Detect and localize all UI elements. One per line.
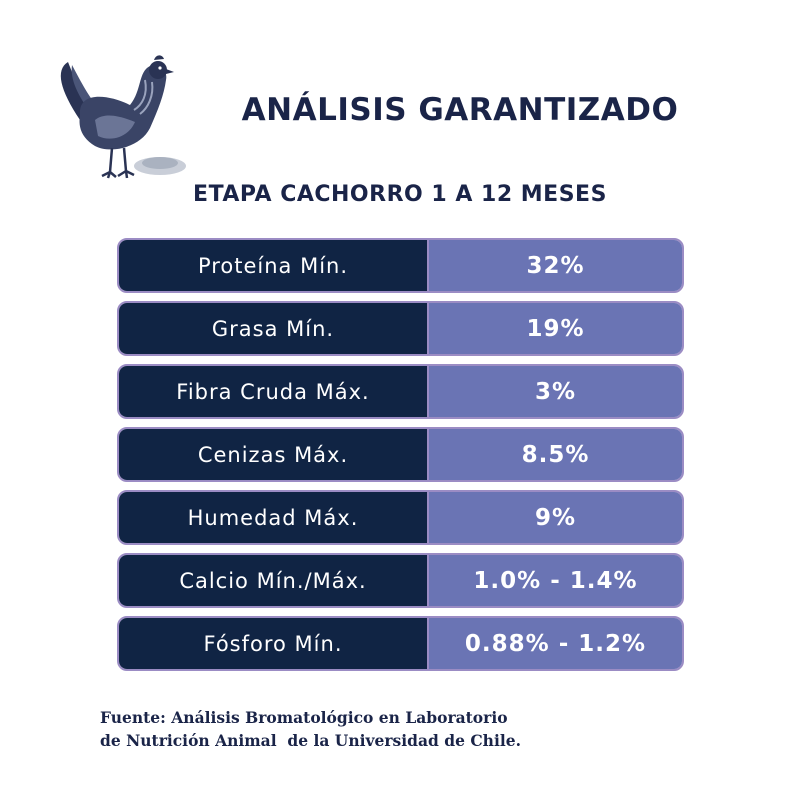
page-title: ANÁLISIS GARANTIZADO (241, 92, 679, 128)
row-value: 1.0% - 1.4% (429, 555, 682, 606)
analysis-table: Proteína Mín. 32% Grasa Mín. 19% Fibra C… (117, 238, 684, 679)
row-label: Calcio Mín./Máx. (119, 555, 429, 606)
row-label: Proteína Mín. (119, 240, 429, 291)
page-subtitle: ETAPA CACHORRO 1 A 12 MESES (193, 182, 607, 207)
source-note: Fuente: Análisis Bromatológico en Labora… (100, 706, 720, 752)
hen-icon (60, 55, 186, 179)
row-value: 3% (429, 366, 682, 417)
row-value: 9% (429, 492, 682, 543)
table-row: Fibra Cruda Máx. 3% (117, 364, 684, 419)
row-value: 0.88% - 1.2% (429, 618, 682, 669)
table-row: Humedad Máx. 9% (117, 490, 684, 545)
row-value: 8.5% (429, 429, 682, 480)
row-value: 19% (429, 303, 682, 354)
table-row: Cenizas Máx. 8.5% (117, 427, 684, 482)
source-line-1: Fuente: Análisis Bromatológico en Labora… (100, 708, 508, 727)
row-label: Humedad Máx. (119, 492, 429, 543)
table-row: Proteína Mín. 32% (117, 238, 684, 293)
row-label: Grasa Mín. (119, 303, 429, 354)
table-row: Fósforo Mín. 0.88% - 1.2% (117, 616, 684, 671)
source-line-2: de Nutrición Animal de la Universidad de… (100, 731, 521, 750)
row-label: Fibra Cruda Máx. (119, 366, 429, 417)
table-row: Calcio Mín./Máx. 1.0% - 1.4% (117, 553, 684, 608)
table-row: Grasa Mín. 19% (117, 301, 684, 356)
row-label: Fósforo Mín. (119, 618, 429, 669)
row-label: Cenizas Máx. (119, 429, 429, 480)
row-value: 32% (429, 240, 682, 291)
